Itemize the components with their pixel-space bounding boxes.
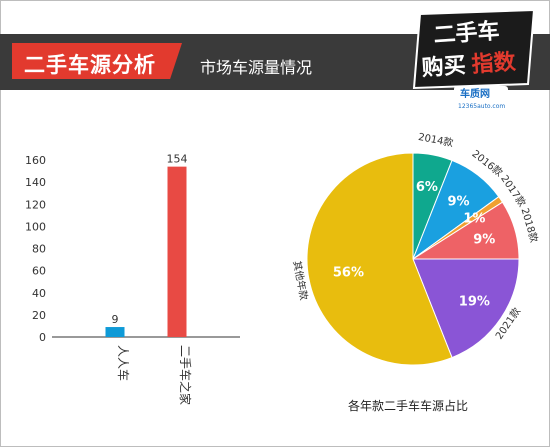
y-tick-label: 80 (32, 243, 46, 256)
logo-line2b: 指数 (471, 49, 518, 78)
bar-2 (167, 166, 187, 337)
y-tick-label: 140 (25, 176, 46, 189)
logo-line2a: 购买 (421, 52, 467, 81)
y-tick-label: 60 (32, 265, 46, 278)
logo-url: 12365auto.com (458, 103, 505, 110)
bar-chart: 0 20 40 60 80 100 120 140 160 9 人人车 154 二手车之家 (25, 153, 240, 405)
bar-value-label: 9 (112, 313, 119, 326)
brand-logo: 二手车 购买 指数 车质网 12365auto.com (412, 8, 536, 110)
pie-chart-title: 各年款二手车车源占比 (348, 399, 469, 413)
bar-category-label: 人人车 (116, 345, 131, 381)
logo-badge (412, 8, 536, 90)
pie-slice-5 (412, 258, 520, 359)
bar-value-label: 154 (167, 153, 188, 166)
pie-slice-6 (306, 152, 453, 366)
logo-brand-bg (454, 86, 508, 100)
pie-percent-label: 56% (333, 265, 364, 280)
logo-line1: 二手车 (433, 18, 501, 49)
y-tick-label: 100 (25, 220, 46, 233)
pie-percent-label: 9% (473, 232, 495, 247)
section-title: 二手车源分析 (24, 53, 156, 77)
page-subtitle: 市场车源量情况 (200, 58, 313, 77)
pie-category-label: 2014款 (417, 130, 454, 149)
pie-percent-label: 1% (463, 211, 485, 226)
pie-percent-label: 19% (459, 295, 490, 310)
y-tick-label: 20 (32, 309, 46, 322)
pie-category-label: 2018款 (518, 206, 540, 244)
bar-category-label: 二手车之家 (178, 345, 193, 405)
y-tick-label: 120 (25, 198, 46, 211)
logo-brand: 车质网 (460, 87, 490, 100)
y-tick-label: 0 (39, 331, 46, 344)
bar-1 (105, 327, 125, 337)
y-tick-label: 160 (25, 154, 46, 167)
section-tag (12, 43, 182, 79)
y-tick-label: 40 (32, 287, 46, 300)
pie-percent-label: 9% (447, 194, 469, 209)
pie-percent-label: 6% (416, 180, 438, 195)
